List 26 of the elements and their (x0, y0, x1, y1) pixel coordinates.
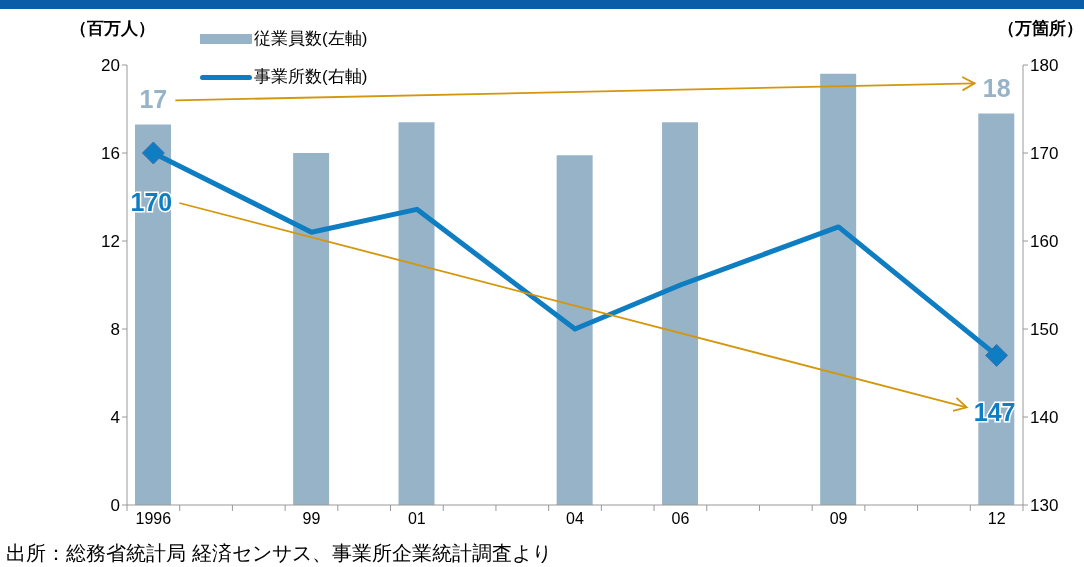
data-label: 17 (139, 85, 168, 114)
y-tick-label: 12 (101, 232, 120, 252)
y-tick-label: 20 (101, 56, 120, 76)
x-tick-label: 12 (987, 510, 1006, 528)
data-label: 18 (982, 74, 1011, 103)
legend-label: 事業所数(右軸) (254, 66, 368, 88)
y2-tick-label: 170 (1030, 144, 1059, 164)
y2-axis-title: （万箇所） (997, 19, 1083, 38)
y-tick-label: 8 (110, 320, 120, 340)
legend-label: 従業員数(左軸) (254, 28, 368, 50)
x-tick-label: 99 (302, 510, 321, 528)
text: 出所：総務省統計局 経済センサス、事業所企業統計調査より (6, 541, 552, 566)
y-tick-label: 16 (101, 144, 120, 164)
y-axis-title: （百万人） (69, 19, 155, 38)
y2-tick-label: 180 (1030, 56, 1059, 76)
x-tick-label: 1996 (135, 510, 172, 528)
x-tick-label: 04 (566, 510, 584, 528)
y2-tick-label: 150 (1030, 320, 1059, 340)
x-tick-label: 09 (829, 510, 848, 528)
x-tick-label: 01 (407, 510, 426, 528)
x-tick-label: 06 (671, 510, 690, 528)
y2-tick-label: 160 (1030, 232, 1059, 252)
y-tick-label: 4 (110, 408, 120, 428)
y2-tick-label: 140 (1030, 408, 1059, 428)
y-tick-label: 0 (110, 496, 120, 516)
y2-tick-label: 130 (1030, 496, 1059, 516)
